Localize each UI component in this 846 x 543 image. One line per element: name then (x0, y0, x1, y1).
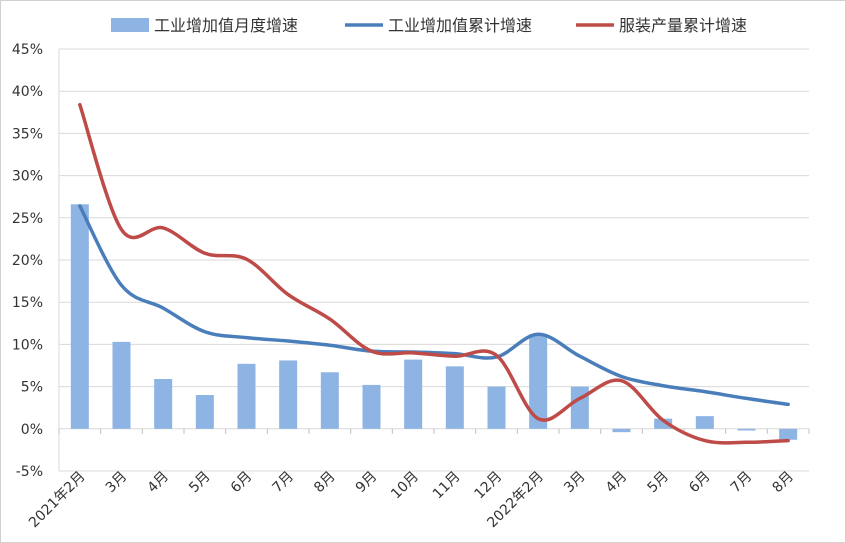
bar (612, 428, 631, 433)
bar (445, 366, 464, 429)
x-tick-label: 5月 (186, 469, 214, 497)
y-tick-label: 0% (21, 422, 43, 438)
bar (654, 418, 673, 429)
y-tick-label: 15% (12, 295, 43, 311)
bar (737, 428, 756, 431)
x-tick-label: 12月 (472, 469, 506, 503)
y-tick-label: 30% (12, 169, 43, 185)
legend: 工业增加值月度增速 工业增加值累计增速 服装产量累计增速 (111, 16, 747, 35)
x-tick-label: 3月 (103, 469, 131, 497)
bar (362, 384, 381, 429)
bar (70, 204, 89, 429)
y-tick-label: 10% (12, 337, 43, 353)
y-axis-ticks: -5% 0% 5% 10% 15% 20% 25% 30% 35% 40% 45% (12, 42, 43, 480)
line-cumulative-industrial (78, 204, 790, 407)
x-tick-label: 7月 (269, 469, 297, 497)
y-tick-label: 25% (12, 211, 43, 227)
x-tick-label: 4月 (144, 469, 172, 497)
legend-label-cumulative: 工业增加值累计增速 (388, 16, 532, 35)
x-tick-label: 6月 (228, 469, 256, 497)
y-tick-label: 40% (12, 84, 43, 100)
line-series (78, 102, 790, 445)
bar-series (70, 204, 798, 440)
y-tick-label: 5% (21, 380, 43, 396)
bar (112, 341, 131, 429)
x-tick-label: 11月 (430, 469, 464, 503)
bar (195, 395, 214, 429)
bar (154, 379, 173, 429)
x-tick-label: 7月 (728, 469, 756, 497)
x-tick-label: 6月 (686, 469, 714, 497)
x-tick-label: 9月 (353, 469, 381, 497)
bar (404, 359, 423, 429)
legend-label-apparel: 服装产量累计增速 (619, 16, 747, 35)
y-tick-label: 20% (12, 253, 43, 269)
bar (529, 334, 548, 429)
y-tick-label: 45% (12, 42, 43, 58)
bar (779, 428, 798, 440)
bar (279, 360, 298, 429)
x-tick-label: 4月 (603, 469, 631, 497)
legend-label-monthly: 工业增加值月度增速 (154, 16, 298, 35)
x-tick-label: 8月 (769, 469, 797, 497)
bar (320, 372, 339, 429)
x-tick-label: 3月 (561, 469, 589, 497)
bar (695, 416, 714, 429)
y-tick-label: 35% (12, 126, 43, 142)
gridlines (58, 48, 810, 472)
bar (237, 363, 256, 429)
line-cumulative-apparel (78, 102, 790, 445)
x-tick-label: 8月 (311, 469, 339, 497)
x-tick-label: 10月 (388, 469, 422, 503)
legend-swatch-bar (111, 18, 149, 32)
x-tick-label: 5月 (644, 469, 672, 497)
y-tick-label: -5% (16, 464, 43, 480)
bar (570, 386, 589, 429)
bar (487, 386, 506, 429)
